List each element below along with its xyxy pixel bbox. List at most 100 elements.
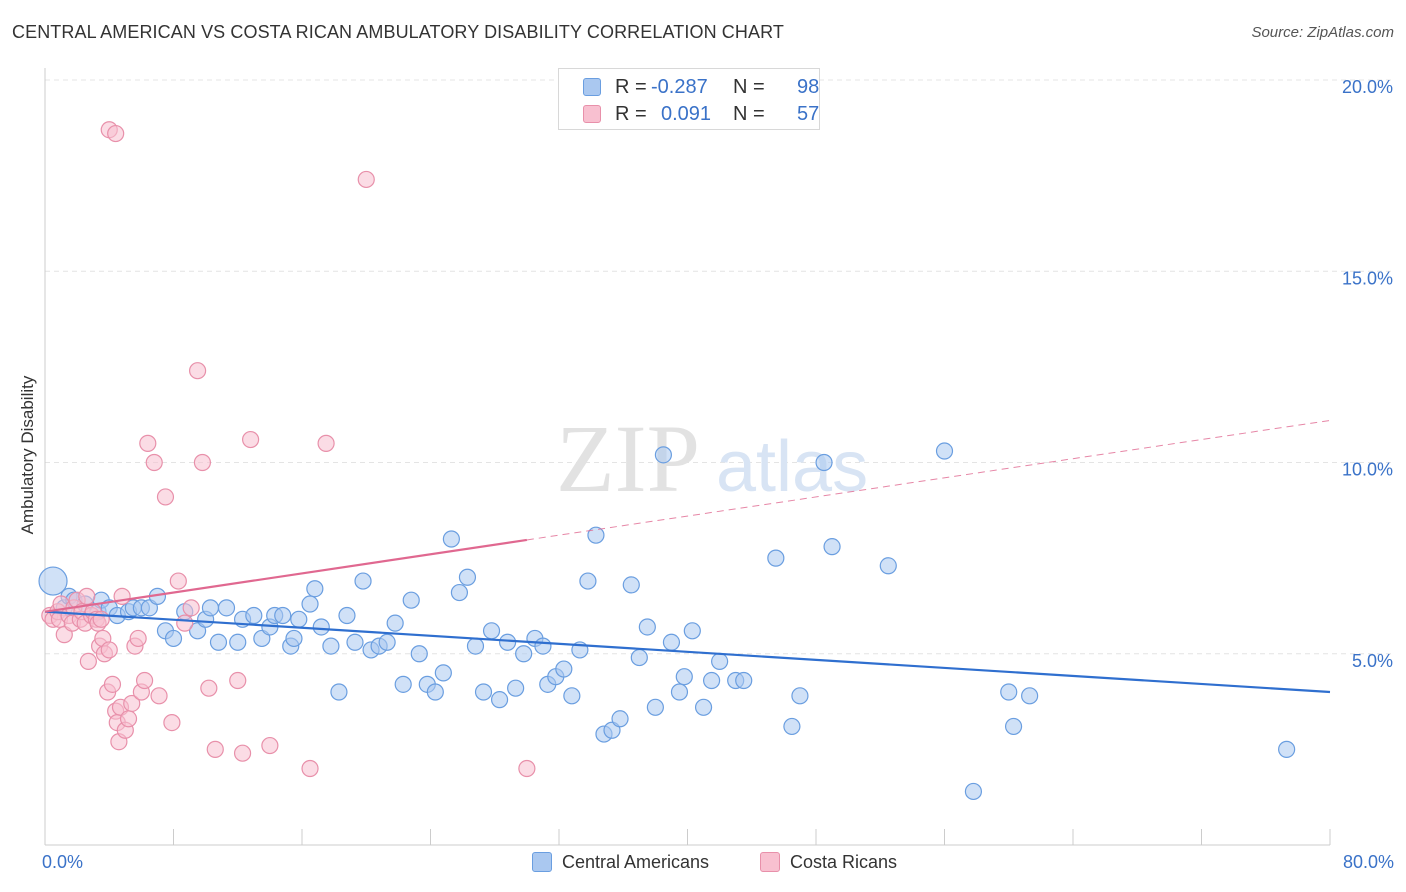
watermark-zip: ZIP: [556, 405, 700, 512]
central-american-point: [555, 660, 573, 678]
central-american-point: [964, 782, 983, 801]
central-american-point: [670, 683, 689, 701]
central-american-point: [338, 606, 356, 625]
axes: [44, 68, 1331, 846]
central-american-point: [515, 645, 533, 663]
correlation-legend: R = -0.287 N = 98 R = 0.091 N = 57: [558, 68, 820, 130]
costa-rican-point: [206, 740, 224, 758]
x-tick-label-min: 0.0%: [42, 852, 84, 872]
central-american-point: [209, 633, 228, 651]
central-american-point: [394, 675, 412, 693]
central-american-point: [499, 633, 517, 651]
costa-rican-trend: [44, 538, 528, 613]
costa-rican-point: [92, 610, 110, 628]
central-american-point: [245, 606, 263, 625]
y-tick-label: 20.0%: [1342, 77, 1393, 97]
legend-r-value: -0.287: [651, 76, 708, 98]
y-tick-label: 15.0%: [1342, 268, 1393, 288]
central-american-point: [482, 622, 501, 640]
central-american-point: [1004, 717, 1023, 736]
central-american-point: [935, 442, 954, 460]
legend-n-label: N =: [733, 103, 765, 125]
legend-swatch-pink: [583, 105, 601, 123]
costa-rican-point: [193, 453, 212, 472]
central-american-point: [791, 687, 809, 705]
central-american-point: [290, 610, 308, 628]
costa-rican-point: [261, 736, 279, 755]
central-american-point: [815, 453, 833, 472]
legend-r-label: R =: [615, 103, 647, 125]
central-american-point: [702, 671, 721, 690]
central-american-point: [611, 710, 629, 728]
central-american-point: [563, 687, 581, 705]
legend-n-label: N =: [733, 76, 765, 98]
legend-n-value: 57: [797, 103, 820, 125]
source-label: Source: ZipAtlas.com: [1251, 24, 1394, 41]
central-american-point: [378, 633, 396, 651]
central-american-point: [330, 683, 348, 701]
costa-rican-point: [79, 652, 97, 671]
central-american-point: [410, 645, 428, 663]
central-american-point: [426, 683, 444, 701]
costa-rican-point: [123, 694, 141, 713]
costa-rican-point: [78, 587, 96, 605]
central-american-point: [683, 622, 701, 640]
central-american-point: [1278, 740, 1296, 758]
central-american-point: [638, 618, 656, 636]
costa-rican-point: [150, 687, 168, 705]
central-american-point: [301, 595, 319, 613]
costa-rican-point: [200, 679, 218, 697]
series-legend-costa-ricans: Costa Ricans: [760, 852, 897, 873]
central-american-point: [534, 637, 552, 655]
y-tick-label: 5.0%: [1352, 651, 1393, 671]
central-american-point: [490, 691, 509, 709]
central-american-point: [386, 614, 404, 632]
costa-rican-point: [107, 124, 125, 143]
central-american-point: [1021, 687, 1039, 705]
series-label: Central Americans: [562, 852, 710, 872]
costa-rican-point: [317, 434, 335, 452]
costa-rican-point: [119, 710, 138, 728]
costa-rican-point: [100, 641, 118, 659]
series-swatch-blue: [532, 852, 552, 872]
legend-r-value: 0.091: [661, 103, 712, 125]
costa-rican-point: [176, 614, 194, 632]
costa-rican-point: [357, 170, 375, 189]
central-american-point: [354, 572, 372, 590]
costa-rican-point: [145, 453, 163, 472]
central-american-point: [507, 679, 525, 697]
legend-swatch-blue: [583, 78, 601, 96]
central-american-point: [823, 538, 841, 556]
central-american-point: [654, 446, 673, 464]
costa-rican-point: [135, 671, 154, 690]
costa-rican-point: [129, 629, 147, 648]
central-american-point: [767, 549, 785, 567]
central-american-point: [622, 576, 640, 594]
central-american-point: [201, 599, 220, 617]
central-american-point: [229, 633, 247, 651]
central-american-point: [450, 583, 469, 602]
legend-r-label: R =: [615, 76, 647, 98]
trend-lines: [44, 419, 1331, 694]
central-american-point: [312, 618, 330, 636]
central-american-point: [402, 591, 420, 609]
central-american-point: [587, 526, 605, 544]
series-legend-central-americans: Central Americans: [532, 852, 709, 873]
central-american-point: [458, 568, 477, 586]
y-tick-label: 10.0%: [1342, 460, 1393, 480]
central-american-point: [434, 664, 452, 682]
central-american-point: [322, 637, 340, 655]
central-american-point: [711, 652, 729, 671]
central-american-point: [217, 599, 236, 617]
costa-rican-point: [233, 744, 252, 762]
central-american-point: [694, 698, 713, 716]
costa-rican-point: [301, 759, 319, 778]
costa-rican-point: [103, 675, 122, 693]
central-american-point: [274, 606, 292, 625]
costa-rican-point: [229, 671, 247, 690]
central-american-point: [646, 698, 664, 716]
central-american-point: [1000, 683, 1018, 701]
central-american-point: [735, 671, 753, 690]
central-american-point: [879, 557, 897, 575]
